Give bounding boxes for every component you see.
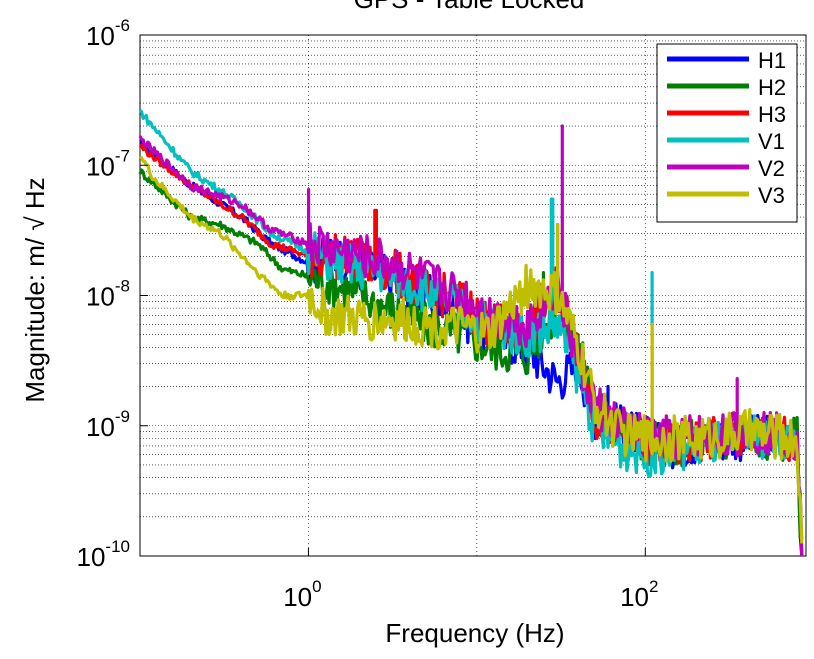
legend-label-v2: V2 xyxy=(758,156,785,181)
axis-ticks: 10-10 10-9 10-8 10-7 10-6 100 102 xyxy=(77,16,659,612)
y-tick-label: 10-9 xyxy=(86,407,130,442)
legend-label-v1: V1 xyxy=(758,129,785,154)
series-line-h2 xyxy=(138,168,803,539)
legend-label-h1: H1 xyxy=(758,48,786,73)
chart-title: GPS - Table Locked xyxy=(354,0,585,14)
y-tick-label: 10-7 xyxy=(86,146,130,181)
legend-label-h3: H3 xyxy=(758,102,786,127)
x-tick-label: 100 xyxy=(283,577,321,612)
y-tick-label: 10-8 xyxy=(86,277,130,312)
legend-label-v3: V3 xyxy=(758,183,785,208)
legend-label-h2: H2 xyxy=(758,75,786,100)
y-tick-label: 10-10 xyxy=(77,537,131,572)
series-line-v3 xyxy=(139,156,804,544)
series-layer xyxy=(138,109,804,557)
series-line-v2 xyxy=(138,124,804,557)
y-axis-label: Magnitude: m/ √ Hz xyxy=(20,177,50,402)
y-tick-label: 10-6 xyxy=(86,16,130,51)
x-tick-label: 102 xyxy=(620,577,658,612)
x-axis-label: Frequency (Hz) xyxy=(385,618,564,648)
